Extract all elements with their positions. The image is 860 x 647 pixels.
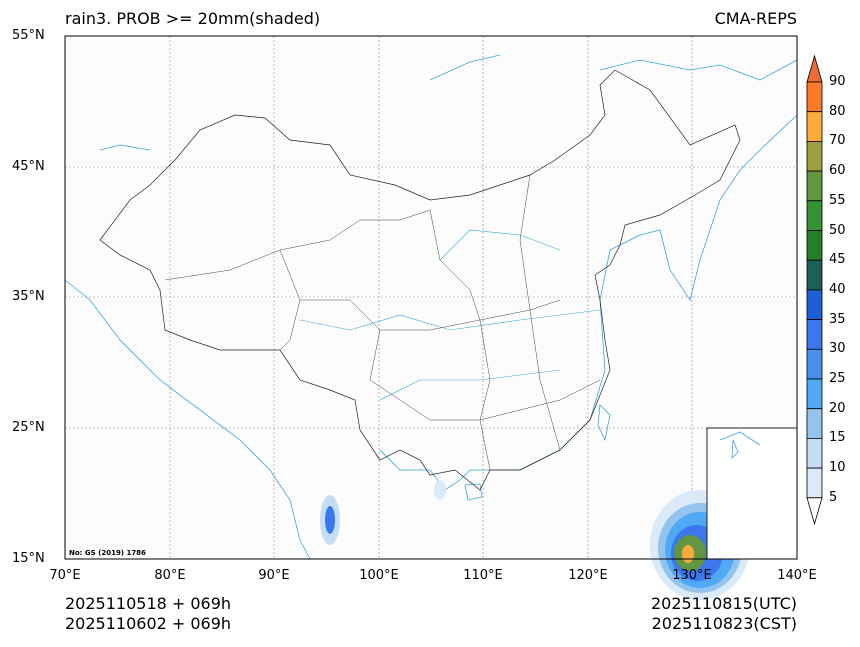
colorbar-label: 35: [829, 311, 846, 327]
colorbar-extend-min: [806, 497, 823, 526]
plot-title: rain3. PROB >= 20mm(shaded): [65, 9, 321, 28]
map-frame: [64, 35, 798, 560]
lat-label: 25°N: [12, 420, 45, 435]
model-name: CMA-REPS: [714, 9, 797, 28]
valid-time-cst: 2025110823(CST): [651, 614, 797, 633]
colorbar-label: 20: [829, 400, 846, 416]
init-time-cst: 2025110602 + 069h: [65, 614, 232, 633]
colorbar-bin: [806, 319, 823, 350]
colorbar-label: 55: [829, 192, 846, 208]
lon-label: 70°E: [49, 568, 81, 583]
colorbar-bin: [806, 408, 823, 439]
colorbar-bin: [806, 81, 823, 113]
china-border: [99, 69, 741, 491]
colorbar-bin: [806, 289, 823, 320]
colorbar-bin: [806, 378, 823, 410]
coastlines: [64, 54, 798, 560]
colorbar-bin: [806, 348, 823, 380]
lat-label: 55°N: [12, 28, 45, 43]
colorbar-label: 10: [829, 460, 846, 476]
lat-label: 15°N: [12, 551, 45, 566]
colorbar-bin: [806, 437, 823, 469]
lat-label: 45°N: [12, 159, 45, 174]
colorbar-label: 5: [829, 489, 838, 505]
map-approval-note: No: GS (2019) 1786: [69, 549, 146, 557]
lon-label: 130°E: [672, 568, 712, 583]
colorbar-label: 40: [829, 281, 846, 297]
colorbar-label: 15: [829, 430, 846, 446]
colorbar-label: 30: [829, 341, 846, 357]
lon-label: 140°E: [777, 568, 817, 583]
lon-label: 110°E: [463, 568, 503, 583]
lon-label: 90°E: [258, 568, 290, 583]
colorbar-bin: [806, 200, 823, 231]
gridlines: [65, 36, 797, 559]
province-borders: [164, 174, 601, 471]
valid-time-utc: 2025110815(UTC): [651, 594, 797, 613]
colorbar-label: 45: [829, 252, 846, 268]
colorbar-bin: [806, 259, 823, 291]
map-area: [65, 36, 797, 559]
colorbar-bin: [806, 230, 823, 261]
colorbar-bin: [806, 111, 823, 142]
colorbar-label: 50: [829, 222, 846, 238]
colorbar-label: 90: [829, 74, 846, 89]
colorbar-label: 60: [829, 163, 846, 179]
colorbar-label: 25: [829, 371, 846, 386]
colorbar-bin: [806, 140, 823, 172]
colorbar-label: 70: [829, 133, 846, 149]
colorbar: [806, 54, 823, 526]
south-china-sea-inset: [706, 427, 798, 560]
lat-label: 35°N: [12, 289, 45, 304]
lon-label: 120°E: [568, 568, 608, 583]
colorbar-extend-max: [806, 54, 823, 83]
init-time-utc: 2025110518 + 069h: [65, 594, 232, 613]
colorbar-bin: [806, 170, 823, 202]
colorbar-bin: [806, 467, 823, 499]
lon-label: 80°E: [154, 568, 186, 583]
colorbar-label: 80: [829, 103, 846, 119]
lon-label: 100°E: [359, 568, 399, 583]
